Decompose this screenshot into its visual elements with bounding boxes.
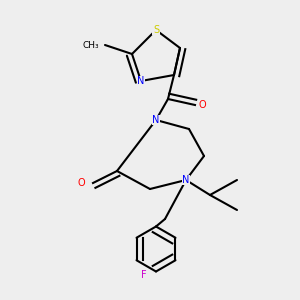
Text: N: N <box>137 76 145 86</box>
Text: O: O <box>78 178 85 188</box>
Text: N: N <box>152 115 160 125</box>
Text: O: O <box>199 100 206 110</box>
Text: F: F <box>141 269 147 280</box>
Text: N: N <box>182 175 190 185</box>
Text: S: S <box>153 25 159 35</box>
Text: CH₃: CH₃ <box>82 40 99 50</box>
